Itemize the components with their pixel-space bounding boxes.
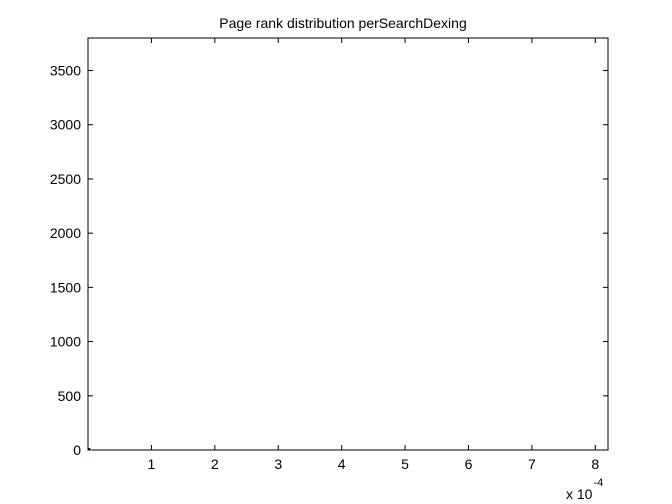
x-tick-label: 1: [148, 456, 156, 472]
y-tick-label: 0: [73, 442, 81, 458]
x-axis-ticks: 1 2 3 4 5 6 7 8: [148, 38, 599, 472]
x-tick-label: 7: [528, 456, 536, 472]
x-axis-scale-exponent: -4: [593, 477, 603, 489]
x-tick-label: 6: [465, 456, 473, 472]
y-tick-label: 2500: [50, 171, 81, 187]
x-tick-label: 2: [211, 456, 219, 472]
x-tick-label: 4: [338, 456, 346, 472]
y-tick-label: 2000: [50, 225, 81, 241]
chart-title: Page rank distribution perSearchDexing: [219, 15, 466, 31]
plot-frame: [87, 37, 609, 451]
y-tick-label: 1000: [50, 334, 81, 350]
x-tick-label: 5: [401, 456, 409, 472]
bars-layer: [88, 448, 91, 450]
x-tick-label: 8: [591, 456, 599, 472]
y-tick-label: 3000: [50, 117, 81, 133]
x-tick-label: 3: [274, 456, 282, 472]
plot-area: [88, 38, 608, 450]
bar: [88, 448, 91, 450]
x-axis-scale-factor: x 10-4: [566, 477, 603, 502]
y-tick-label: 1500: [50, 279, 81, 295]
x-axis-scale-base: x 10: [566, 486, 593, 502]
y-tick-label: 500: [58, 388, 82, 404]
y-tick-label: 3500: [50, 63, 81, 79]
